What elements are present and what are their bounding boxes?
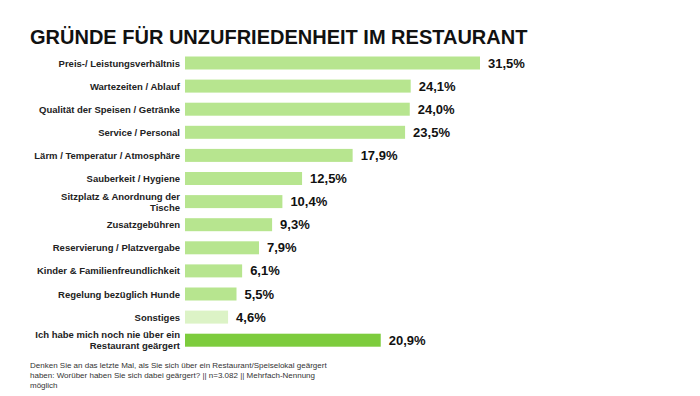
bar: [185, 57, 480, 70]
text-line: Tische: [150, 202, 180, 213]
bar: [185, 103, 410, 116]
category-label: Reservierung / Platzvergabe: [53, 242, 180, 253]
category-label: Sonstiges: [135, 312, 180, 323]
text-line: Restaurant geärgert: [90, 340, 181, 351]
category-label: Kinder & Familienfreundlichkeit: [37, 265, 181, 276]
data-label: 4,6%: [236, 310, 266, 325]
category-label: Ich habe mich noch nie über einRestauran…: [35, 329, 180, 351]
text-line: Regelung bezüglich Hunde: [58, 289, 180, 300]
data-label: 5,5%: [245, 287, 275, 302]
bar: [185, 241, 259, 254]
data-label: 20,9%: [389, 333, 426, 348]
footnote: Denken Sie an das letzte Mal, als Sie si…: [30, 361, 327, 390]
category-label: Zusatzgebühren: [107, 219, 181, 230]
category-label: Wartezeiten / Ablauf: [90, 81, 181, 92]
data-label: 12,5%: [310, 171, 347, 186]
text-line: Wartezeiten / Ablauf: [90, 81, 181, 92]
category-label: Sauberkeit / Hygiene: [87, 173, 180, 184]
category-label: Regelung bezüglich Hunde: [58, 289, 180, 300]
text-line: Zusatzgebühren: [107, 219, 181, 230]
bar: [185, 149, 353, 162]
data-label: 17,9%: [361, 148, 398, 163]
title: GRÜNDE FÜR UNZUFRIEDENHEIT IM RESTAURANT: [30, 26, 527, 48]
bar: [185, 334, 381, 347]
text-line: Kinder & Familienfreundlichkeit: [37, 265, 181, 276]
bar: [185, 195, 282, 208]
data-label: 23,5%: [413, 125, 450, 140]
data-label: 10,4%: [290, 194, 327, 209]
text-line: Sauberkeit / Hygiene: [87, 173, 180, 184]
category-label: Service / Personal: [98, 127, 180, 138]
text-line: Service / Personal: [98, 127, 180, 138]
bar: [185, 80, 411, 93]
bar: [185, 288, 237, 301]
text-line: Denken Sie an das letzte Mal, als Sie si…: [30, 361, 327, 370]
text-line: Preis-/ Leistungsverhältnis: [59, 58, 180, 69]
category-label: Preis-/ Leistungsverhältnis: [59, 58, 180, 69]
text-line: Qualität der Speisen / Getränke: [39, 104, 180, 115]
data-label: 24,1%: [419, 79, 456, 94]
data-label: 9,3%: [280, 217, 310, 232]
bar: [185, 218, 272, 231]
text-line: Ich habe mich noch nie über ein: [35, 329, 180, 340]
bar: [185, 264, 242, 277]
data-label: 7,9%: [267, 240, 297, 255]
bar: [185, 311, 228, 324]
text-line: haben: Worüber haben Sie sich dabei geär…: [30, 371, 315, 380]
labels: Preis-/ Leistungsverhältnis 31,5% Wartezei…: [34, 56, 525, 352]
category-label: Qualität der Speisen / Getränke: [39, 104, 180, 115]
category-label: Lärm / Temperatur / Atmosphäre: [34, 150, 180, 161]
text-line: Reservierung / Platzvergabe: [53, 242, 180, 253]
bar: [185, 126, 405, 139]
data-label: 31,5%: [488, 56, 525, 71]
bar: [185, 172, 302, 185]
text-line: Lärm / Temperatur / Atmosphäre: [34, 150, 180, 161]
text-line: Sonstiges: [135, 312, 180, 323]
text-line: möglich: [30, 381, 58, 390]
plot-area: [185, 57, 480, 347]
chart: GRÜNDE FÜR UNZUFRIEDENHEIT IM RESTAURANT…: [0, 0, 700, 396]
category-label: Sitzplatz & Anordnung derTische: [61, 191, 180, 213]
data-label: 6,1%: [250, 263, 280, 278]
text-line: Sitzplatz & Anordnung der: [61, 191, 180, 202]
data-label: 24,0%: [418, 102, 455, 117]
